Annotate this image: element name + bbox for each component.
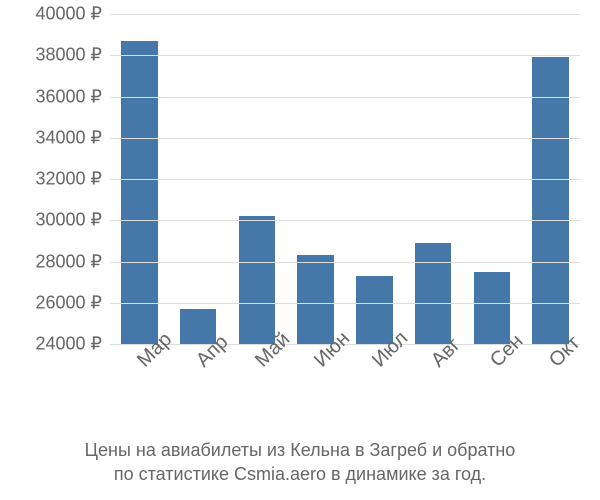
gridline bbox=[110, 262, 580, 263]
price-chart: 24000 ₽ 26000 ₽ 28000 ₽ 30000 ₽ 32000 ₽ 34000… bbox=[0, 0, 600, 500]
caption-line: Цены на авиабилеты из Кельна в Загреб и … bbox=[0, 438, 600, 462]
gridline bbox=[110, 138, 580, 139]
gridline bbox=[110, 220, 580, 221]
bar bbox=[532, 57, 568, 344]
gridline bbox=[110, 14, 580, 15]
y-tick-label: 34000 ₽ bbox=[35, 127, 110, 148]
y-tick-label: 26000 ₽ bbox=[35, 292, 110, 313]
caption-line: по статистике Csmia.aero в динамике за г… bbox=[0, 462, 600, 486]
gridline bbox=[110, 97, 580, 98]
y-tick-label: 32000 ₽ bbox=[35, 169, 110, 190]
y-tick-label: 30000 ₽ bbox=[35, 210, 110, 231]
bar bbox=[415, 243, 451, 344]
plot-area: 24000 ₽26000 ₽28000 ₽30000 ₽32000 ₽34000… bbox=[110, 14, 580, 344]
chart-caption: Цены на авиабилеты из Кельна в Загреб и … bbox=[0, 438, 600, 487]
bar bbox=[121, 41, 157, 344]
gridline bbox=[110, 55, 580, 56]
bar bbox=[356, 276, 392, 344]
gridline bbox=[110, 179, 580, 180]
bar bbox=[297, 255, 333, 344]
y-tick-label: 36000 ₽ bbox=[35, 86, 110, 107]
y-tick-label: 40000 ₽ bbox=[35, 4, 110, 25]
bar bbox=[474, 272, 510, 344]
gridline bbox=[110, 303, 580, 304]
bar bbox=[239, 216, 275, 344]
y-tick-label: 28000 ₽ bbox=[35, 251, 110, 272]
y-tick-label: 38000 ₽ bbox=[35, 45, 110, 66]
y-tick-label: 24000 ₽ bbox=[35, 334, 110, 355]
